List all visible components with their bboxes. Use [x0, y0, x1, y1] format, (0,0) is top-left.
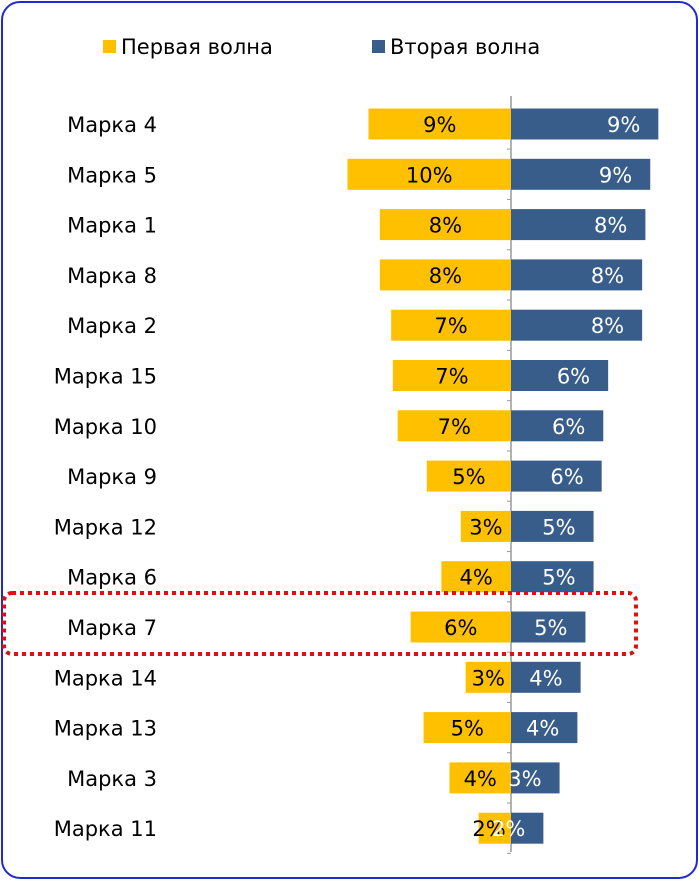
bar	[511, 712, 578, 744]
bar	[441, 561, 511, 593]
value-label: 4%	[529, 666, 562, 690]
legend-label: Вторая волна	[390, 35, 540, 59]
value-label: 2%	[492, 817, 525, 841]
legend-swatch	[372, 40, 385, 53]
category-label: Марка 1	[67, 214, 157, 238]
category-label: Марка 4	[67, 113, 157, 137]
value-label: 6%	[557, 365, 590, 389]
value-label: 4%	[460, 566, 493, 590]
value-label: 6%	[550, 465, 583, 489]
value-label: 9%	[423, 113, 456, 137]
value-label: 6%	[444, 616, 477, 640]
category-label: Марка 3	[67, 767, 157, 791]
value-label: 10%	[406, 163, 453, 187]
bar	[426, 460, 511, 492]
value-label: 7%	[435, 365, 468, 389]
bar	[397, 410, 511, 442]
value-label: 5%	[451, 717, 484, 741]
bar	[511, 259, 643, 291]
bar	[511, 108, 659, 140]
bar	[391, 309, 511, 341]
bar	[511, 561, 594, 593]
value-label: 3%	[472, 666, 505, 690]
category-label: Марка 11	[54, 817, 157, 841]
category-label: Марка 15	[54, 365, 157, 389]
bar	[511, 762, 560, 794]
value-label: 9%	[599, 163, 632, 187]
bar	[449, 762, 511, 794]
category-label: Марка 6	[67, 566, 157, 590]
value-label: 5%	[534, 616, 567, 640]
value-label: 5%	[452, 465, 485, 489]
value-label: 8%	[429, 264, 462, 288]
bar	[511, 661, 581, 693]
bar	[511, 812, 544, 844]
bar	[368, 108, 511, 140]
bar	[511, 510, 594, 542]
bar	[392, 360, 511, 391]
bar	[511, 209, 646, 241]
bar	[423, 712, 511, 744]
value-label: 7%	[438, 415, 471, 439]
category-label: Марка 14	[54, 666, 157, 690]
value-label: 7%	[434, 314, 467, 338]
value-label: 8%	[429, 214, 462, 238]
bar	[410, 611, 511, 643]
bar	[379, 209, 511, 241]
value-label: 6%	[552, 415, 585, 439]
category-label: Марка 7	[67, 616, 157, 640]
bar	[511, 360, 609, 391]
category-label: Марка 13	[54, 717, 157, 741]
legend-swatch	[103, 40, 116, 53]
category-label: Марка 12	[54, 515, 157, 539]
highlight-box	[2, 591, 638, 656]
category-label: Марка 8	[67, 264, 157, 288]
bar	[465, 661, 511, 693]
bar	[511, 309, 643, 341]
value-label: 3%	[508, 767, 541, 791]
value-label: 3%	[469, 515, 502, 539]
value-label: 5%	[542, 515, 575, 539]
category-label: Марка 9	[67, 465, 157, 489]
value-label: 2%	[472, 817, 505, 841]
bar	[511, 158, 651, 190]
value-label: 8%	[594, 214, 627, 238]
value-label: 8%	[591, 264, 624, 288]
value-label: 5%	[542, 566, 575, 590]
bar	[347, 158, 511, 190]
bar	[478, 812, 511, 844]
category-label: Марка 10	[54, 415, 157, 439]
legend-label: Первая волна	[121, 35, 273, 59]
category-label: Марка 2	[67, 314, 157, 338]
value-label: 4%	[464, 767, 497, 791]
bar	[511, 410, 604, 442]
bar	[511, 611, 586, 643]
bar	[511, 460, 602, 492]
category-label: Марка 5	[67, 163, 157, 187]
bar	[460, 510, 511, 542]
value-label: 8%	[591, 314, 624, 338]
value-label: 4%	[526, 717, 559, 741]
value-label: 9%	[607, 113, 640, 137]
bar	[379, 259, 511, 291]
